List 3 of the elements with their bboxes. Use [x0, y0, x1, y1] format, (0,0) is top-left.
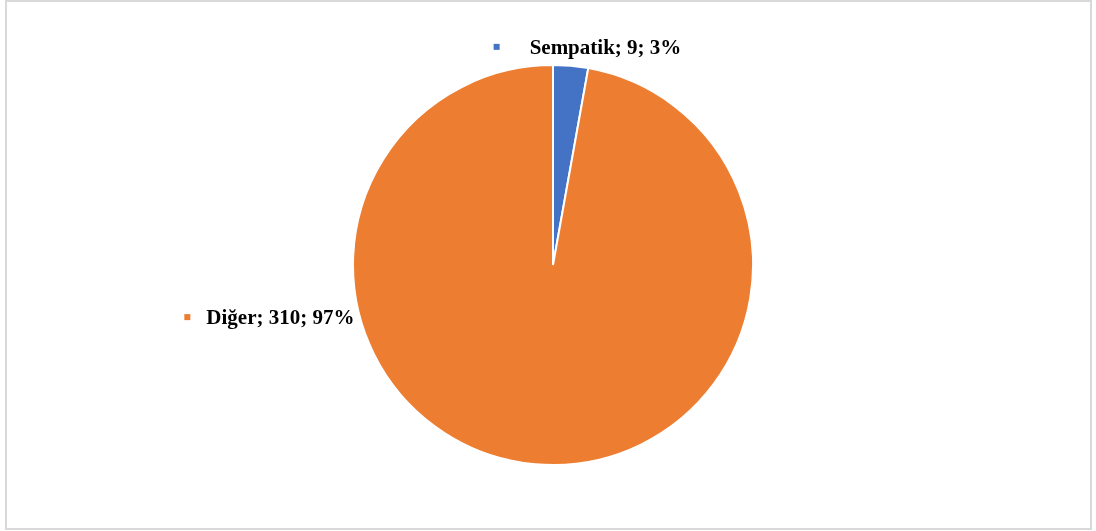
pie-slice	[352, 64, 754, 466]
legend-label: Sempatik; 9; 3%	[529, 35, 682, 60]
legend-label: Diğer; 310; 97%	[206, 305, 355, 330]
